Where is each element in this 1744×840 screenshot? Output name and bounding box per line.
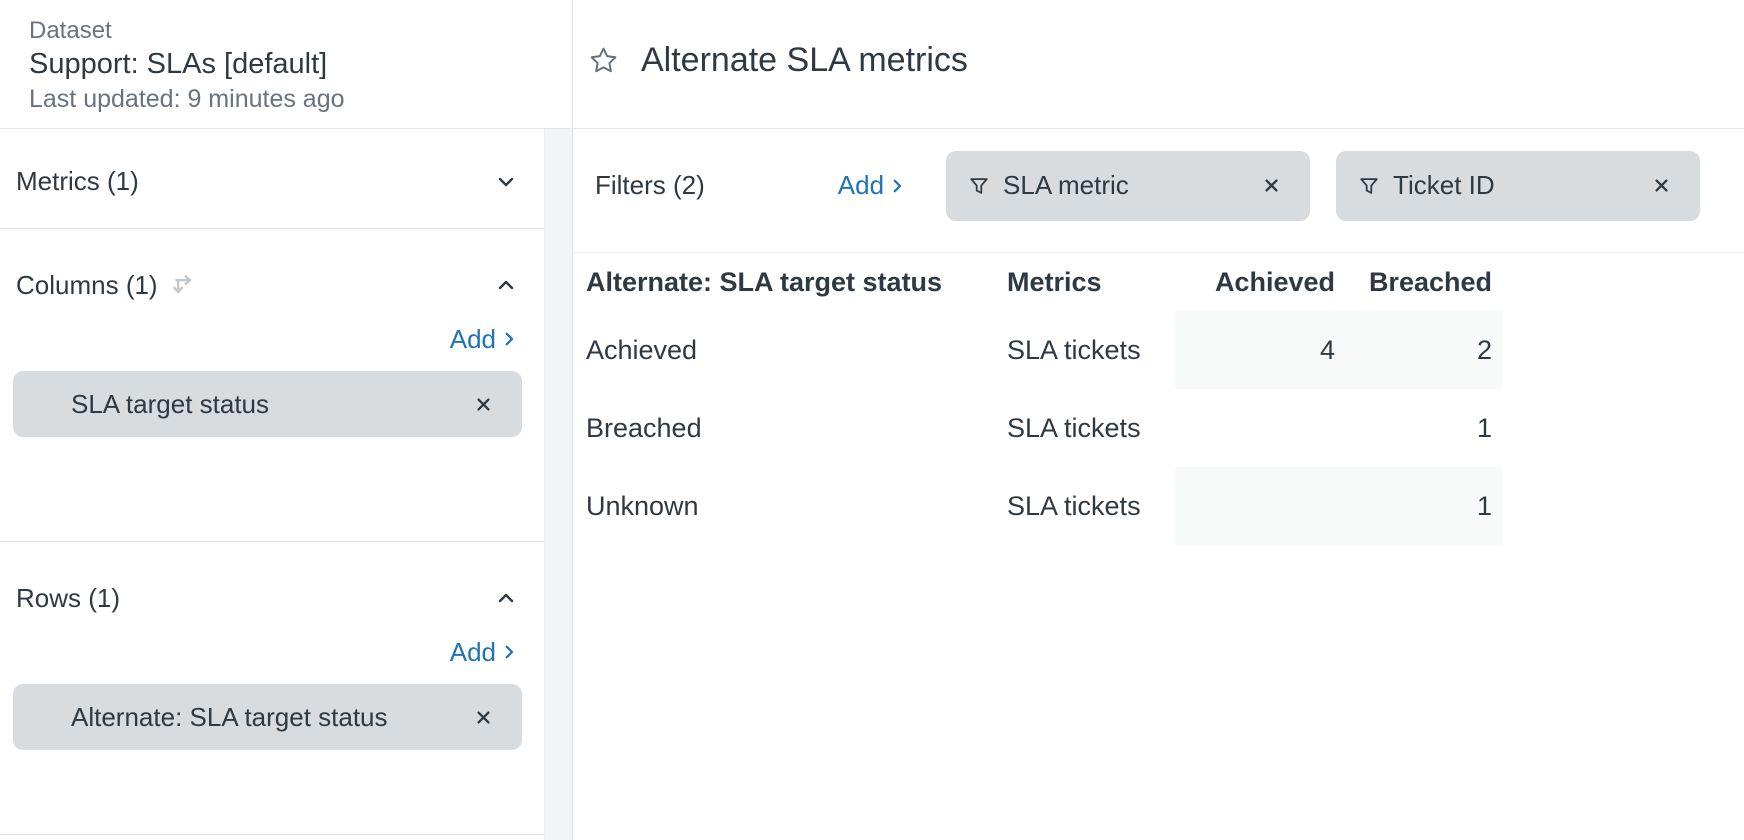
- close-icon[interactable]: [1263, 177, 1280, 194]
- value-cell: [1175, 467, 1346, 545]
- sidebar-scroll-gutter: [544, 129, 572, 840]
- section-metrics: Metrics (1): [0, 129, 544, 229]
- metrics-section-label: Metrics (1): [16, 166, 139, 196]
- columns-section-header: Columns (1): [16, 267, 518, 303]
- section-rows: Rows (1) Add Alt: [0, 542, 544, 835]
- pivot-swap-icon[interactable]: [170, 272, 196, 298]
- table-row: Breached SLA tickets 1: [586, 389, 1503, 467]
- columns-add-row: Add: [16, 321, 518, 357]
- chevron-right-icon: [500, 643, 518, 661]
- main-panel: Alternate SLA metrics Filters (2) Add SL…: [573, 0, 1744, 840]
- add-filter-link[interactable]: Add: [838, 170, 906, 201]
- close-icon[interactable]: [1653, 177, 1670, 194]
- chevron-right-icon: [888, 177, 906, 195]
- row-label-cell: Breached: [586, 412, 702, 443]
- dataset-last-updated: Last updated: 9 minutes ago: [29, 85, 345, 113]
- columns-header-left: Columns (1): [16, 270, 196, 301]
- value-cell: [1175, 389, 1346, 467]
- row-label-cell: Unknown: [586, 490, 699, 521]
- column-header-achieved: Achieved: [1214, 266, 1335, 297]
- dataset-label: Dataset: [29, 17, 112, 44]
- value-cell: 2: [1346, 311, 1503, 389]
- filter-chip-label: Ticket ID: [1393, 170, 1495, 200]
- add-filter-label: Add: [837, 170, 885, 200]
- add-row-label: Add: [449, 636, 496, 667]
- results-table: Alternate: SLA target status Metrics Ach…: [586, 253, 1503, 545]
- rows-section-header: Rows (1): [16, 580, 518, 616]
- page-title: Alternate SLA metrics: [641, 40, 968, 79]
- table-header-row: Alternate: SLA target status Metrics Ach…: [586, 253, 1503, 311]
- metric-name-cell: SLA tickets: [1007, 412, 1141, 443]
- metric-name-cell: SLA tickets: [1007, 334, 1141, 365]
- add-row-link[interactable]: Add: [450, 637, 518, 668]
- dataset-name: Support: SLAs [default]: [29, 48, 328, 80]
- table-row: Unknown SLA tickets 1: [586, 467, 1503, 545]
- dataset-info: Dataset Support: SLAs [default] Last upd…: [0, 0, 572, 129]
- left-panel: Dataset Support: SLAs [default] Last upd…: [0, 0, 573, 840]
- rows-section-label: Rows (1): [16, 582, 121, 613]
- filter-chip-sla-metric[interactable]: SLA metric: [946, 150, 1311, 221]
- chevron-up-icon[interactable]: [494, 586, 518, 610]
- sidebar-body: Metrics (1) Columns (1): [0, 129, 572, 840]
- metric-name-cell: SLA tickets: [1007, 490, 1141, 521]
- filter-chip-label: SLA metric: [1003, 170, 1129, 200]
- close-icon[interactable]: [475, 709, 492, 726]
- column-header-metrics: Metrics: [1007, 266, 1102, 297]
- filter-chip-ticket-id[interactable]: Ticket ID: [1336, 150, 1701, 221]
- close-icon[interactable]: [475, 396, 492, 413]
- value-cell: 4: [1175, 311, 1346, 389]
- filters-label: Filters (2): [595, 170, 705, 200]
- rows-add-row: Add: [16, 634, 518, 670]
- table-row: Achieved SLA tickets 4 2: [586, 311, 1503, 389]
- value-cell: 1: [1346, 467, 1503, 545]
- report-title-bar: Alternate SLA metrics: [573, 0, 1744, 129]
- filter-funnel-icon: [968, 175, 990, 197]
- query-sidebar: Metrics (1) Columns (1): [0, 129, 544, 840]
- filter-funnel-icon: [1358, 175, 1380, 197]
- row-label-cell: Achieved: [586, 334, 698, 365]
- results-area: Alternate: SLA target status Metrics Ach…: [573, 253, 1744, 545]
- add-column-link[interactable]: Add: [450, 324, 518, 355]
- value-cell: 1: [1476, 412, 1492, 443]
- chevron-up-icon[interactable]: [494, 273, 518, 297]
- add-column-label: Add: [449, 323, 496, 354]
- filters-bar: Filters (2) Add SLA metric: [573, 129, 1744, 253]
- favorite-star-icon[interactable]: [588, 45, 619, 76]
- section-columns: Columns (1): [0, 229, 544, 542]
- row-chip-label: Alternate: SLA target status: [71, 701, 388, 732]
- columns-section-label: Columns (1): [16, 269, 158, 300]
- column-chip-label: SLA target status: [71, 388, 270, 419]
- row-chip-alternate-sla-target-status[interactable]: Alternate: SLA target status: [13, 684, 522, 750]
- column-header-breached: Breached: [1368, 266, 1492, 297]
- chevron-right-icon: [500, 330, 518, 348]
- chevron-down-icon[interactable]: [494, 170, 518, 194]
- filter-chip-list: SLA metric Ticket ID: [946, 150, 1701, 221]
- column-chip-sla-target-status[interactable]: SLA target status: [13, 371, 522, 437]
- column-header-row-dimension: Alternate: SLA target status: [586, 266, 943, 297]
